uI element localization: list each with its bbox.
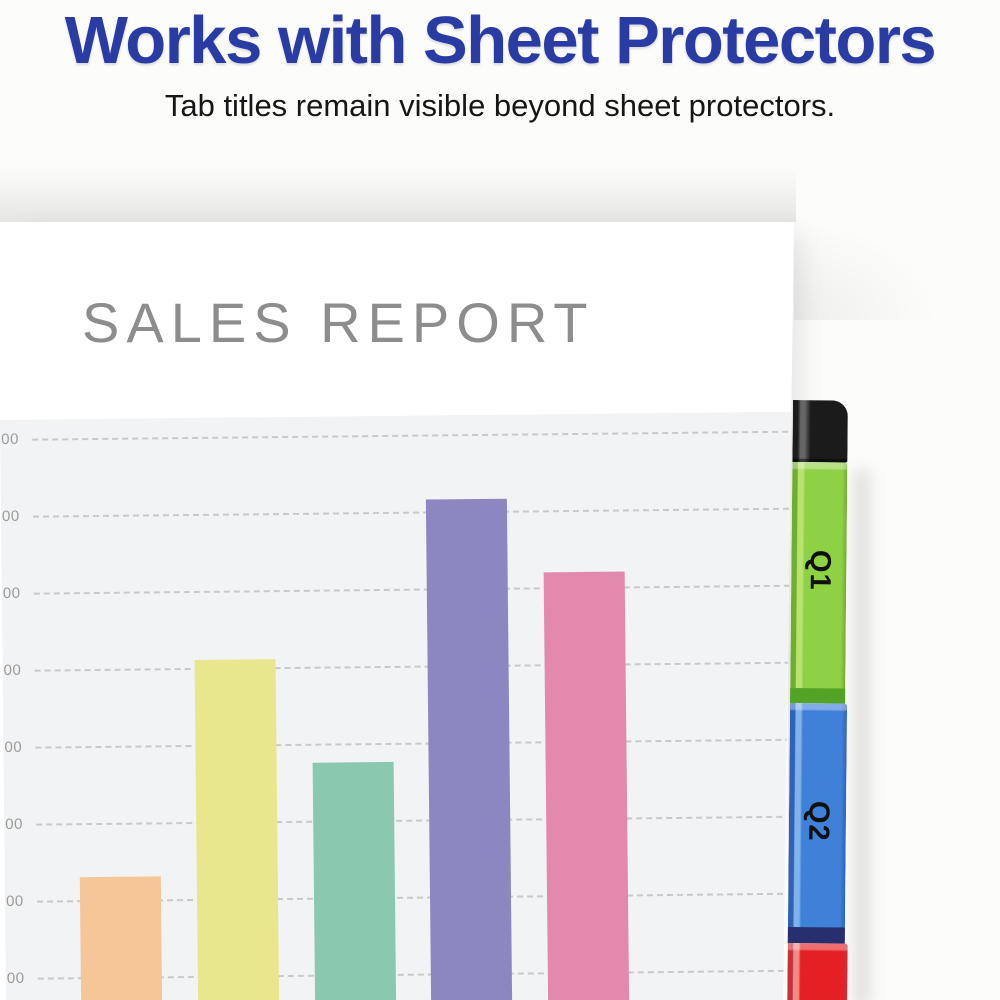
document-title: SALES REPORT bbox=[82, 291, 595, 354]
gridline: 00 bbox=[4, 661, 791, 679]
paper-top-shadow bbox=[0, 166, 796, 222]
chart-bar-2 bbox=[194, 659, 284, 1000]
y-tick-label: 00 bbox=[6, 969, 25, 987]
y-tick-label: 00 bbox=[4, 738, 23, 756]
chart-bar-1 bbox=[79, 876, 169, 1000]
top-right-shading bbox=[794, 150, 1000, 320]
gridline: 00 bbox=[5, 815, 793, 833]
divider-tab-3 bbox=[786, 942, 848, 1000]
y-tick-label: 00 bbox=[3, 661, 22, 679]
gridline: 00 bbox=[4, 738, 792, 756]
document-paper: SALES REPORT 00 00 00 00 00 00 00 00 bbox=[0, 222, 794, 1000]
tab-end-band bbox=[790, 687, 846, 704]
headline-title: Works with Sheet Protectors bbox=[64, 3, 937, 78]
divider-tab-q2: Q2 bbox=[787, 702, 848, 944]
y-tick-label: 00 bbox=[2, 584, 21, 602]
gridline: 00 bbox=[3, 584, 790, 602]
chart-bar-3 bbox=[312, 762, 402, 1000]
gridline: 00 bbox=[1, 430, 789, 448]
binder-corner bbox=[792, 399, 848, 463]
chart-bar-4 bbox=[426, 499, 516, 1000]
y-tick-label: 00 bbox=[1, 430, 19, 448]
divider-tabs: Q1 Q2 bbox=[786, 398, 863, 1000]
gridline: 00 bbox=[2, 507, 789, 525]
divider-tab-q1: Q1 bbox=[790, 461, 848, 704]
y-tick-label: 00 bbox=[1, 507, 20, 525]
chart-plot: 00 00 00 00 00 00 00 00 bbox=[0, 411, 794, 1000]
headline-subtitle: Tab titles remain visible beyond sheet p… bbox=[164, 88, 836, 123]
chart-bar-5 bbox=[543, 571, 633, 1000]
y-tick-label: 00 bbox=[5, 892, 24, 910]
y-tick-label: 00 bbox=[5, 815, 24, 833]
tabs-shadow bbox=[853, 468, 871, 1000]
tab-label: Q2 bbox=[801, 800, 835, 842]
tab-label: Q1 bbox=[803, 550, 836, 592]
tab-end-band bbox=[787, 926, 845, 944]
